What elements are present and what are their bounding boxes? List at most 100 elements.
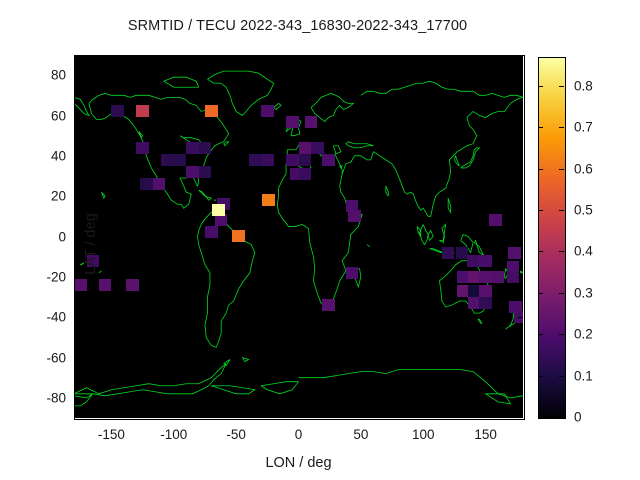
coastline-path xyxy=(333,146,340,154)
heatmap-cell xyxy=(173,153,187,166)
coastline-path xyxy=(340,166,342,168)
y-tick-mark xyxy=(74,276,79,278)
coastline-path xyxy=(342,97,523,216)
coastline-path xyxy=(274,103,281,109)
y-tick-mark xyxy=(74,75,79,77)
heatmap-cell xyxy=(506,270,520,283)
y-tick-mark xyxy=(74,357,79,359)
colorbar-tick-mark xyxy=(559,210,564,212)
x-tick-mark xyxy=(360,413,362,418)
colorbar-tick-mark xyxy=(559,251,564,253)
colorbar-tick-mark xyxy=(559,417,564,418)
coastline-path xyxy=(461,148,480,168)
x-tick-mark xyxy=(173,413,175,418)
heatmap-cell xyxy=(140,178,153,191)
y-tick-label: -20 xyxy=(46,269,66,285)
colorbar-tick-mark xyxy=(538,127,543,129)
heatmap-cell xyxy=(345,266,359,279)
y-tick-mark xyxy=(74,155,79,157)
coastline-path xyxy=(386,186,388,196)
heatmap-cell xyxy=(298,167,311,180)
colorbar-tick-mark xyxy=(538,417,543,418)
colorbar-tick-label: 0.8 xyxy=(574,78,593,94)
coastline-path xyxy=(439,261,489,313)
y-tick-mark xyxy=(518,155,523,157)
y-tick-mark xyxy=(518,317,523,319)
heatmap-cell xyxy=(261,153,274,166)
y-tick-mark xyxy=(518,397,523,399)
x-tick-mark xyxy=(485,413,487,418)
heatmap-cell xyxy=(311,141,324,154)
heatmap-cell xyxy=(74,278,87,291)
colorbar[interactable] xyxy=(538,57,566,419)
colorbar-tick-mark xyxy=(538,334,543,336)
colorbar-tick-label: 0.4 xyxy=(574,243,593,259)
heatmap-cell xyxy=(466,254,480,267)
x-tick-mark xyxy=(173,55,175,60)
x-tick-label: -50 xyxy=(226,427,246,442)
heatmap-cell xyxy=(479,270,492,283)
colorbar-tick-mark xyxy=(559,85,564,87)
colorbar-tick-label: 0.7 xyxy=(574,119,593,135)
heatmap-cell xyxy=(212,204,225,217)
coastline-path xyxy=(199,190,211,200)
x-tick-mark xyxy=(111,413,113,418)
x-tick-label: 50 xyxy=(353,427,369,442)
x-tick-label: -150 xyxy=(97,427,125,442)
heatmap-cell xyxy=(205,226,218,239)
heatmap-cell xyxy=(489,214,502,227)
colorbar-tick-mark xyxy=(538,168,543,170)
heatmap-cell xyxy=(506,260,520,273)
y-tick-mark xyxy=(518,236,523,238)
x-tick-mark xyxy=(298,413,300,418)
coastline-path xyxy=(461,234,473,252)
map-plot-area[interactable] xyxy=(74,55,523,418)
colorbar-tick-mark xyxy=(559,292,564,294)
heatmap-cell xyxy=(456,284,470,297)
x-tick-label: 150 xyxy=(474,427,497,442)
y-tick-label: -40 xyxy=(46,309,66,325)
x-tick-label: 0 xyxy=(294,427,303,442)
colorbar-tick-label: 0.2 xyxy=(574,326,593,342)
heatmap-cell xyxy=(152,178,166,191)
coastline-path xyxy=(101,192,105,198)
heatmap-cell xyxy=(508,246,521,259)
y-tick-mark xyxy=(518,75,523,77)
heatmap-cell xyxy=(248,153,262,166)
heatmap-cell xyxy=(214,214,228,227)
colorbar-gradient xyxy=(539,58,565,418)
heatmap-cell xyxy=(205,105,218,118)
coastline-path xyxy=(428,230,433,240)
heatmap-cell xyxy=(136,105,149,118)
x-tick-mark xyxy=(485,55,487,60)
x-tick-mark xyxy=(298,55,300,60)
x-tick-label: -100 xyxy=(160,427,188,442)
heatmap-cell xyxy=(286,115,299,128)
coastline-path xyxy=(242,358,248,362)
heatmap-cell xyxy=(136,141,149,154)
coastline-path xyxy=(74,364,226,396)
y-tick-mark xyxy=(74,196,79,198)
y-tick-mark xyxy=(74,317,79,319)
heatmap-cell xyxy=(261,105,274,118)
coastline-path xyxy=(361,81,523,97)
heatmap-cell xyxy=(479,284,492,297)
y-tick-mark xyxy=(518,276,523,278)
y-tick-mark xyxy=(518,357,523,359)
colorbar-tick-mark xyxy=(559,334,564,336)
colorbar-tick-mark xyxy=(559,168,564,170)
coastline-path xyxy=(419,224,428,244)
y-tick-label: 20 xyxy=(50,188,66,204)
y-tick-label: 0 xyxy=(58,229,66,244)
y-tick-mark xyxy=(74,115,79,117)
coastline-path xyxy=(417,226,421,236)
coastline-path xyxy=(74,394,93,406)
coastline-path xyxy=(311,93,353,121)
heatmap-cell xyxy=(186,165,199,178)
heatmap-cell xyxy=(111,105,124,118)
heatmap-cell xyxy=(198,141,212,154)
coastline-path xyxy=(224,142,229,146)
coastline-path xyxy=(80,263,84,265)
heatmap-cell xyxy=(468,284,481,297)
coastline-path xyxy=(448,198,450,212)
